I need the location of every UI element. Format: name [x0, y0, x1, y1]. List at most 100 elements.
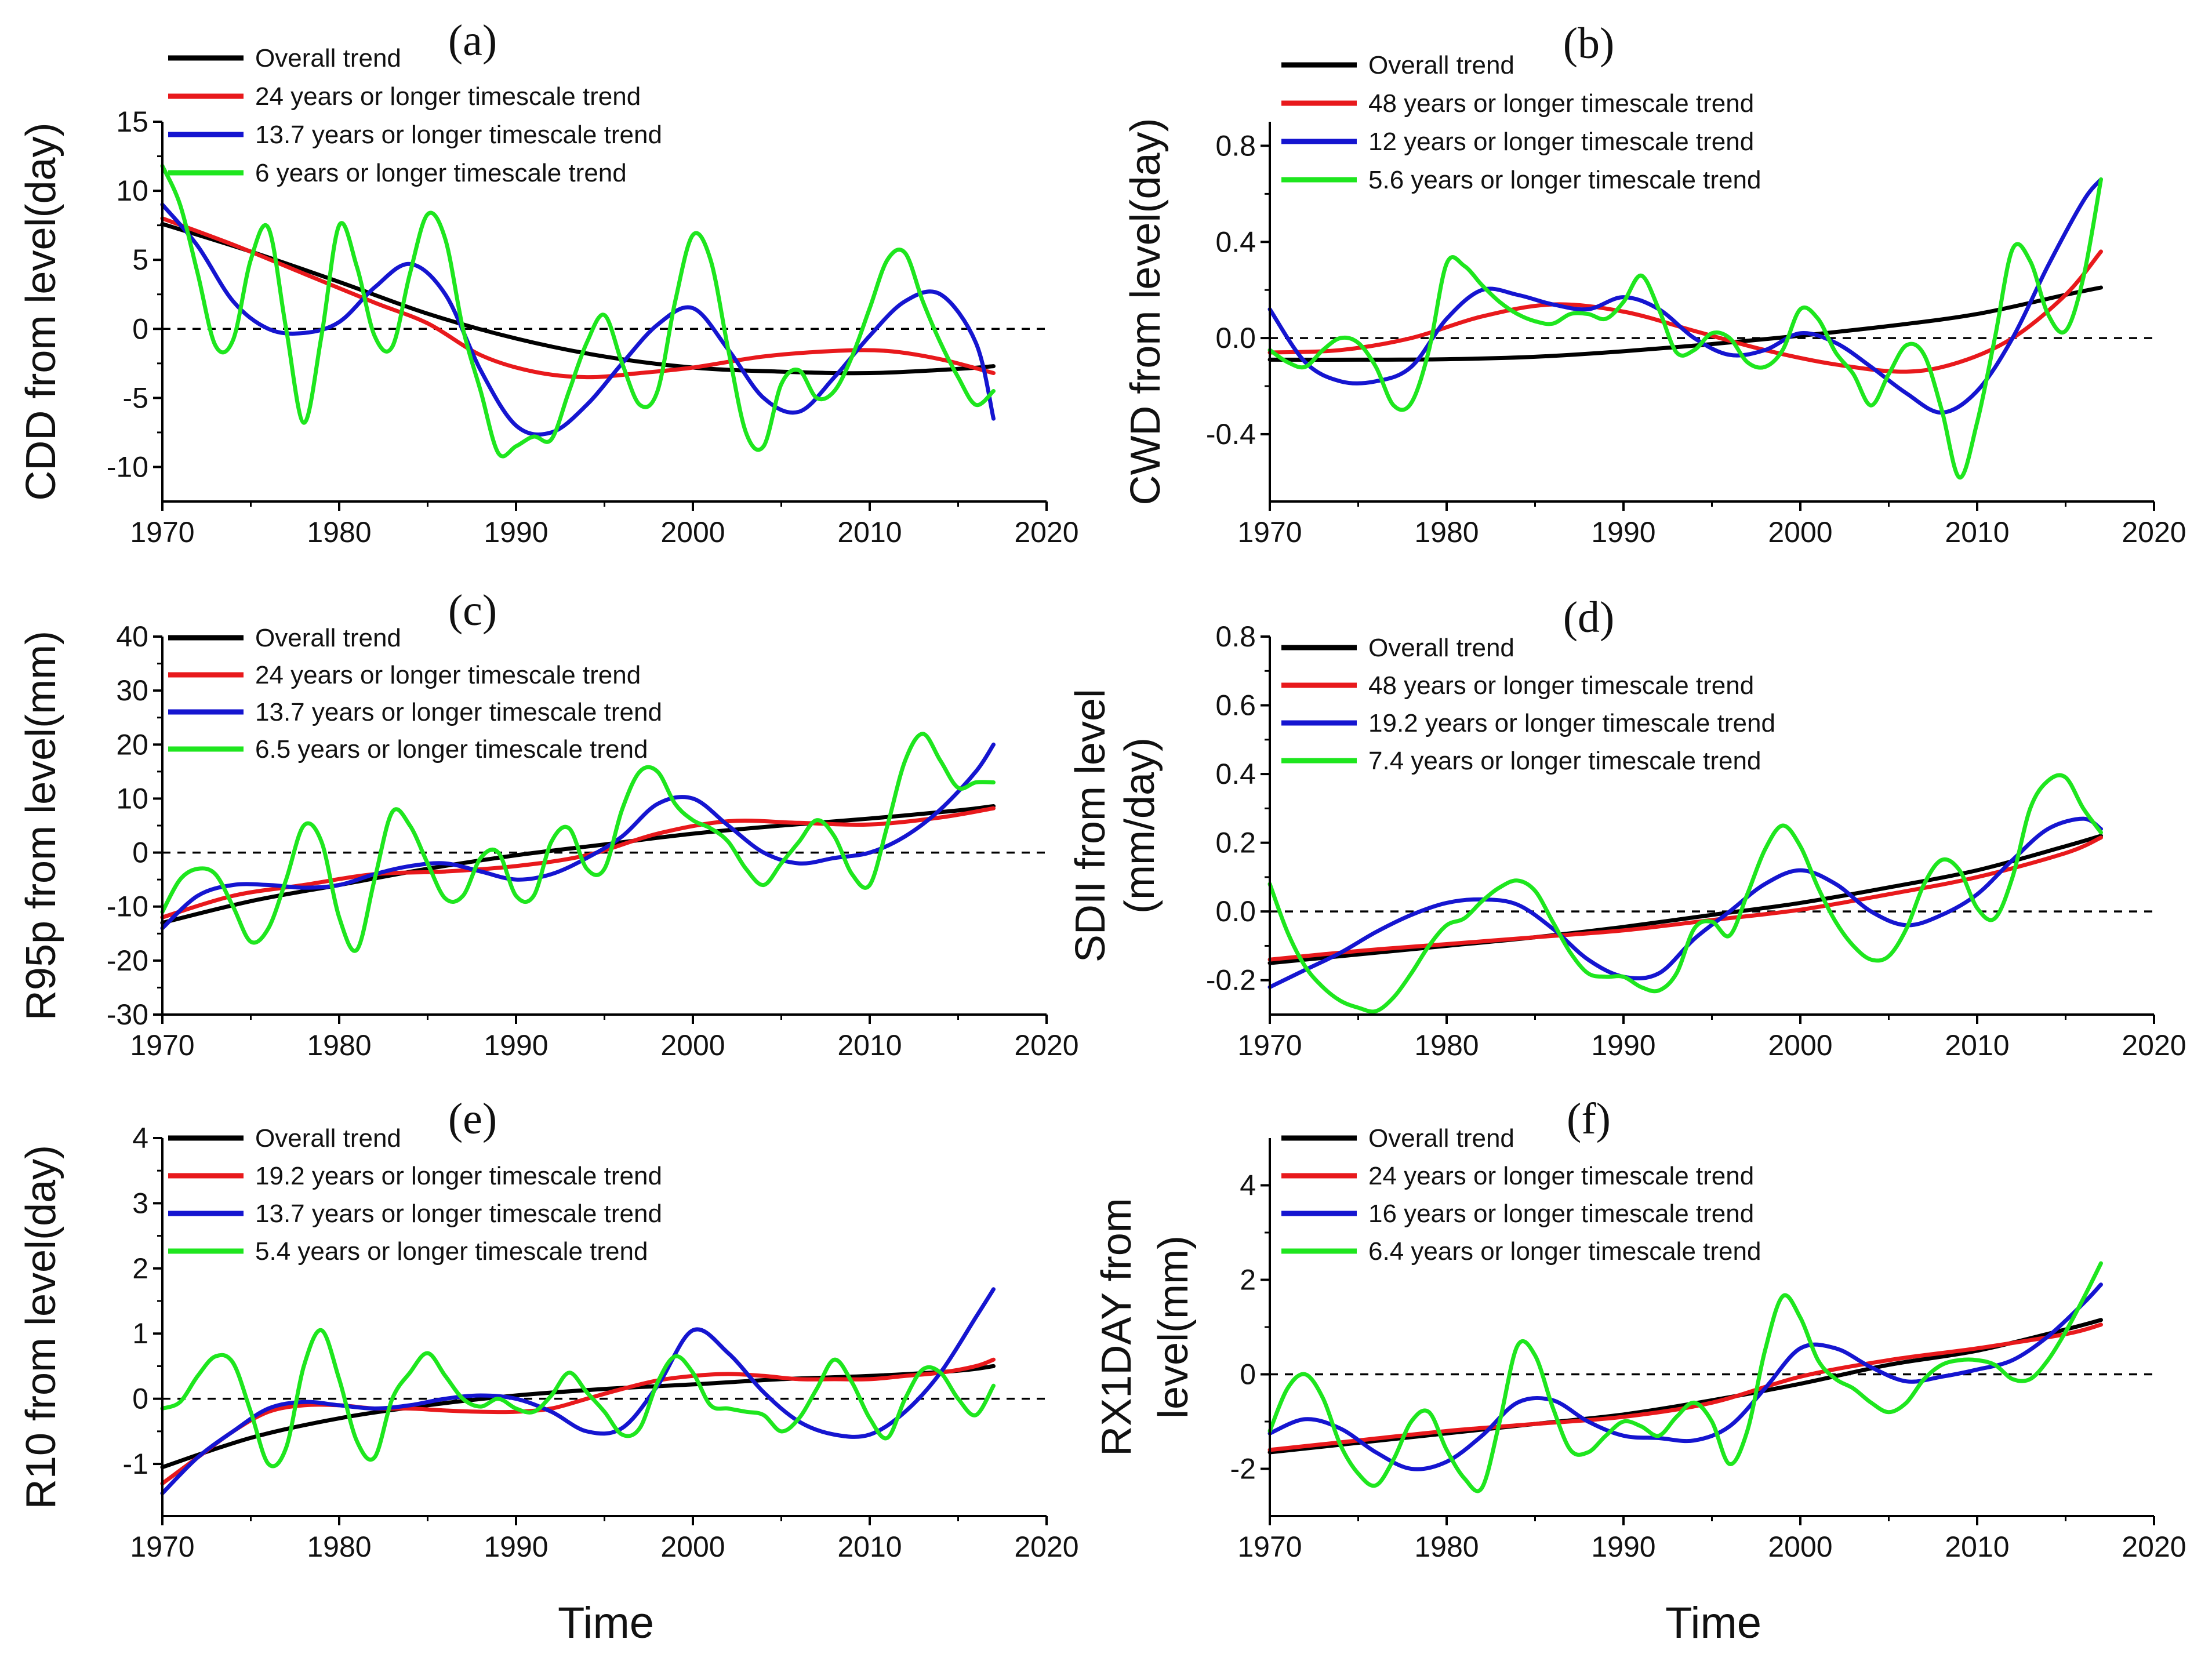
legend-label: 5.6 years or longer timescale trend: [1368, 166, 1761, 194]
series-line-overall: [160, 1364, 996, 1470]
legend-label: 13.7 years or longer timescale trend: [255, 698, 662, 726]
x-axis-title-left: Time: [558, 1598, 654, 1648]
series-line-long: [1267, 835, 2103, 962]
x-tick-label: 2020: [1014, 516, 1078, 548]
legend-label: 7.4 years or longer timescale trend: [1368, 747, 1761, 775]
x-tick-label: 2020: [1014, 1531, 1078, 1563]
y-axis-title: level(mm): [1150, 1235, 1197, 1419]
chart-panel-3: 1970 1980 1990 2000 2010 2020 -30 -20 -10 0 10 20 30…: [18, 586, 1079, 1062]
series-line-short: [160, 1328, 996, 1469]
y-tick-label: -2: [1230, 1453, 1256, 1485]
y-tick-label: -5: [123, 381, 148, 414]
legend-label: Overall trend: [1368, 51, 1514, 79]
x-tick-label: 1970: [130, 1531, 194, 1563]
x-tick-label: 1980: [307, 1029, 371, 1062]
series-line-mid: [1267, 177, 2103, 415]
chart-panel-4: 1970 1980 1990 2000 2010 2020 -0.2 0.0 0.2 0.4 0.6…: [1067, 593, 2186, 1062]
legend-label: Overall trend: [255, 1124, 401, 1153]
series-line-short: [1267, 1261, 2103, 1493]
y-tick-label: 10: [116, 782, 148, 815]
legend-label: Overall trend: [255, 624, 401, 652]
x-axis-title-right: Time: [1665, 1598, 1761, 1648]
y-tick-label: -30: [107, 998, 148, 1031]
y-tick-label: 0.8: [1215, 129, 1256, 162]
y-axis-title: SDII from level: [1067, 689, 1114, 962]
y-tick-label: 0.0: [1215, 322, 1256, 354]
y-tick-label: 4: [132, 1122, 148, 1154]
y-tick-label: 2: [132, 1252, 148, 1285]
y-tick-label: 40: [116, 620, 148, 653]
y-tick-label: -1: [123, 1448, 148, 1480]
series-line-long: [1267, 1322, 2103, 1452]
x-tick-label: 1970: [130, 516, 194, 548]
legend-label: Overall trend: [1368, 1124, 1514, 1153]
legend-label: 19.2 years or longer timescale trend: [1368, 709, 1775, 737]
series-line-mid: [1267, 816, 2103, 990]
legend-label: 19.2 years or longer timescale trend: [255, 1162, 662, 1190]
x-tick-label: 1970: [1237, 1029, 1302, 1062]
chart-panel-5: 1970 1980 1990 2000 2010 2020 -1 0 1 2 3 4 R10 from …: [18, 1095, 1079, 1563]
panel-label: (b): [1563, 19, 1615, 68]
y-tick-label: 0.8: [1215, 620, 1256, 653]
y-tick-label: 0.6: [1215, 689, 1256, 722]
series-line-overall: [160, 804, 996, 925]
x-tick-label: 2020: [2122, 516, 2186, 548]
x-tick-label: 1970: [1237, 516, 1302, 548]
y-tick-label: 0.0: [1215, 895, 1256, 928]
series-line-overall: [1267, 834, 2103, 965]
y-tick-label: 0.4: [1215, 758, 1256, 790]
y-tick-label: 3: [132, 1187, 148, 1219]
y-tick-label: 15: [116, 106, 148, 138]
x-tick-label: 2010: [1945, 1531, 2009, 1563]
series-line-short: [160, 163, 996, 459]
series-line-long: [160, 806, 996, 919]
x-tick-label: 2000: [1768, 516, 1832, 548]
x-tick-label: 2020: [1014, 1029, 1078, 1062]
y-tick-label: 0: [132, 837, 148, 869]
series-line-overall: [160, 221, 996, 376]
legend-label: 48 years or longer timescale trend: [1368, 671, 1754, 700]
legend-label: 13.7 years or longer timescale trend: [255, 121, 662, 149]
chart-panel-1: 1970 1980 1990 2000 2010 2020 -10 -5 0 5 10 15 CDD f…: [18, 16, 1079, 548]
series-line-overall: [1267, 285, 2103, 362]
y-axis-title: CDD from level(day): [18, 122, 64, 500]
y-tick-label: 2: [1240, 1264, 1256, 1296]
legend-label: 24 years or longer timescale trend: [255, 82, 641, 111]
x-tick-label: 2010: [1945, 516, 2009, 548]
series-line-mid: [160, 1287, 996, 1496]
x-tick-label: 2000: [1768, 1531, 1832, 1563]
x-tick-label: 2010: [1945, 1029, 2009, 1062]
x-tick-label: 1980: [307, 516, 371, 548]
y-tick-label: 0.4: [1215, 226, 1256, 258]
x-tick-label: 1990: [484, 516, 548, 548]
legend-label: Overall trend: [1368, 634, 1514, 662]
chart-panel-2: 1970 1980 1990 2000 2010 2020 -0.4 0.0 0.4 0.8 CWD…: [1123, 19, 2186, 548]
panel-label: (a): [448, 16, 497, 65]
panel-label: (c): [448, 586, 497, 635]
y-tick-label: 10: [116, 175, 148, 207]
y-axis-title: R95p from level(mm): [18, 631, 64, 1020]
y-axis-title: R10 from level(day): [18, 1145, 64, 1509]
series-line-overall: [1267, 1318, 2103, 1455]
x-tick-label: 1980: [307, 1531, 371, 1563]
x-tick-label: 1980: [1414, 1531, 1479, 1563]
series-line-long: [160, 216, 996, 380]
x-tick-label: 1990: [1591, 516, 1655, 548]
y-tick-label: -20: [107, 944, 148, 977]
x-tick-label: 1990: [484, 1029, 548, 1062]
y-tick-label: 4: [1240, 1169, 1256, 1202]
panel-label: (e): [448, 1095, 497, 1143]
y-tick-label: 0: [1240, 1358, 1256, 1391]
x-tick-label: 1970: [1237, 1531, 1302, 1563]
x-tick-label: 1990: [1591, 1029, 1655, 1062]
legend-label: 24 years or longer timescale trend: [255, 661, 641, 689]
legend-label: 12 years or longer timescale trend: [1368, 128, 1754, 156]
series-line-short: [160, 732, 996, 953]
x-tick-label: 1970: [130, 1029, 194, 1062]
x-tick-label: 2000: [660, 1531, 725, 1563]
x-tick-label: 2000: [1768, 1029, 1832, 1062]
panel-label: (d): [1563, 593, 1615, 642]
x-tick-label: 2010: [837, 1531, 902, 1563]
legend-label: Overall trend: [255, 44, 401, 72]
